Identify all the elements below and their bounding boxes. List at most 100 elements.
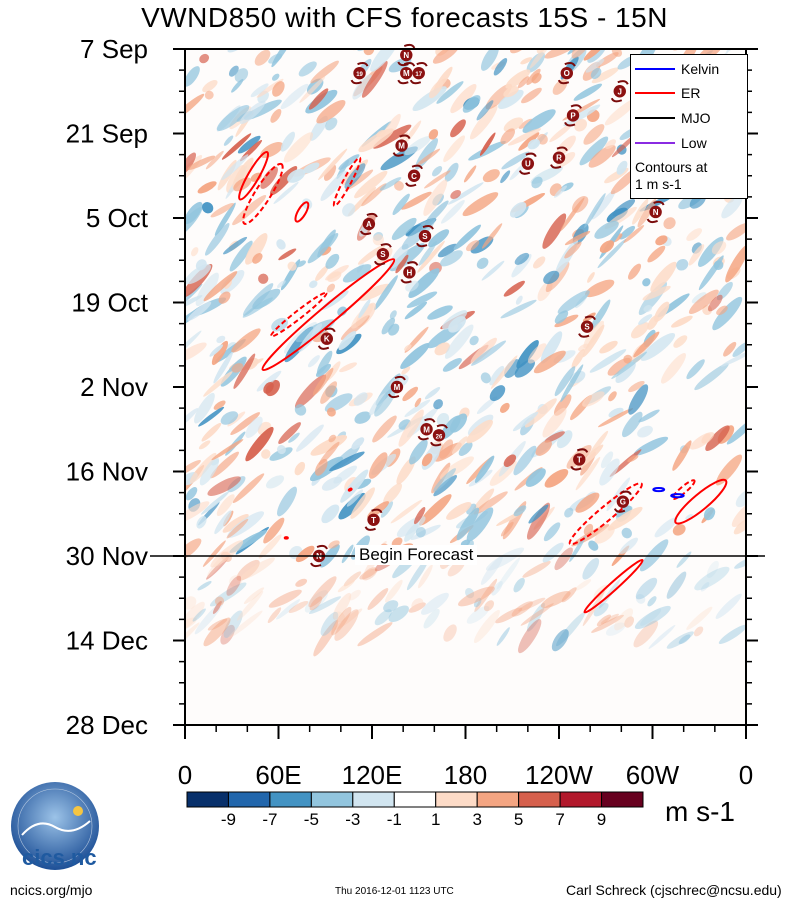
storm-label: M xyxy=(403,69,410,78)
anomaly-blob xyxy=(517,76,530,89)
anomaly-blob xyxy=(436,412,450,426)
storm-label: N xyxy=(403,51,409,60)
anomaly-blob xyxy=(599,458,620,486)
anomaly-blob xyxy=(406,291,438,308)
anomaly-blob xyxy=(529,49,551,69)
storm-marker: N xyxy=(397,43,416,67)
anomaly-blob xyxy=(718,624,746,645)
anomaly-blob xyxy=(590,67,602,80)
legend-note-line2: 1 m s-1 xyxy=(635,176,682,192)
anomaly-blob xyxy=(473,491,508,515)
anomaly-blob xyxy=(268,53,283,64)
anomaly-blob xyxy=(267,607,282,624)
anomaly-blob xyxy=(628,263,642,280)
anomaly-blob xyxy=(277,280,286,288)
y-tick-label: 16 Nov xyxy=(66,457,148,487)
anomaly-blob xyxy=(423,179,448,217)
storm-disc xyxy=(616,495,630,508)
legend-item-er: ER xyxy=(635,84,700,102)
anomaly-blob xyxy=(201,491,230,515)
anomaly-blob xyxy=(544,469,569,488)
storm-swirl-icon xyxy=(610,97,623,103)
anomaly-blob xyxy=(205,150,224,170)
anomaly-blob xyxy=(504,359,521,378)
anomaly-blob xyxy=(624,616,635,628)
anomaly-blob xyxy=(339,362,357,373)
anomaly-blob xyxy=(470,337,497,364)
anomaly-blob xyxy=(267,34,281,47)
anomaly-blob xyxy=(654,517,678,538)
anomaly-blob xyxy=(327,271,342,283)
anomaly-blob xyxy=(449,413,468,433)
storm-label: T xyxy=(371,516,376,525)
anomaly-blob xyxy=(591,614,624,633)
anomaly-blob xyxy=(197,580,212,591)
anomaly-blob xyxy=(608,407,624,418)
anomaly-blob xyxy=(542,407,567,438)
anomaly-blob xyxy=(221,133,252,160)
anomaly-blob xyxy=(332,592,352,620)
anomaly-blob xyxy=(301,198,313,210)
anomaly-blob xyxy=(476,257,489,269)
anomaly-blob xyxy=(585,58,605,73)
anomaly-blob xyxy=(260,166,278,189)
anomaly-blob xyxy=(607,506,643,531)
anomaly-blob xyxy=(731,501,746,528)
anomaly-blob xyxy=(299,76,326,103)
anomaly-blob xyxy=(638,409,660,423)
anomaly-blob xyxy=(640,332,676,361)
anomaly-blob xyxy=(317,229,336,258)
anomaly-blob xyxy=(394,180,404,191)
storm-disc xyxy=(560,66,573,80)
anomaly-blob xyxy=(723,341,737,357)
anomaly-blob xyxy=(358,283,391,301)
colorbar-label: -5 xyxy=(304,810,319,829)
anomaly-blob xyxy=(236,590,264,621)
anomaly-blob xyxy=(571,348,586,369)
footer-url[interactable]: ncics.org/mjo xyxy=(10,882,93,898)
anomaly-blob xyxy=(358,299,371,319)
y-tick-label: 5 Oct xyxy=(86,203,149,233)
anomaly-blob xyxy=(479,132,496,156)
anomaly-blob xyxy=(685,514,693,520)
anomaly-blob xyxy=(694,566,730,591)
anomaly-blob xyxy=(463,165,477,183)
anomaly-blob xyxy=(584,193,606,228)
anomaly-blob xyxy=(450,84,477,114)
storm-swirl-icon xyxy=(430,441,442,447)
anomaly-blob xyxy=(354,170,388,199)
anomaly-blob xyxy=(496,627,510,646)
anomaly-blob xyxy=(564,230,591,246)
anomaly-blob xyxy=(185,407,199,429)
storm-swirl-icon xyxy=(397,79,409,85)
anomaly-blob xyxy=(531,176,543,189)
anomaly-blob xyxy=(232,473,265,504)
anomaly-blob xyxy=(673,335,688,348)
anomaly-blob xyxy=(258,534,282,559)
anomaly-blob xyxy=(498,89,524,110)
anomaly-blob xyxy=(416,148,441,166)
anomaly-blob xyxy=(638,314,653,325)
storm-swirl-icon xyxy=(359,230,372,236)
anomaly-blob xyxy=(374,387,397,417)
anomaly-blob xyxy=(703,507,716,521)
anomaly-blob xyxy=(223,135,234,146)
anomaly-blob xyxy=(388,323,400,336)
anomaly-blob xyxy=(373,275,398,311)
storm-swirl-icon xyxy=(417,435,429,441)
anomaly-blob xyxy=(527,138,540,150)
contour-kelvin xyxy=(652,487,666,493)
anomaly-blob xyxy=(633,436,669,456)
anomaly-blob xyxy=(433,399,444,410)
cics-logo-icon xyxy=(11,782,99,870)
anomaly-blob xyxy=(483,600,495,612)
anomaly-blob xyxy=(503,117,524,132)
storm-swirl-icon xyxy=(394,375,406,381)
anomaly-blob xyxy=(428,229,450,248)
anomaly-blob xyxy=(600,451,614,469)
anomaly-blob xyxy=(245,426,274,462)
contour-er xyxy=(238,150,269,201)
anomaly-blob xyxy=(465,587,475,599)
anomaly-blob xyxy=(726,222,746,241)
anomaly-blob xyxy=(320,381,338,404)
